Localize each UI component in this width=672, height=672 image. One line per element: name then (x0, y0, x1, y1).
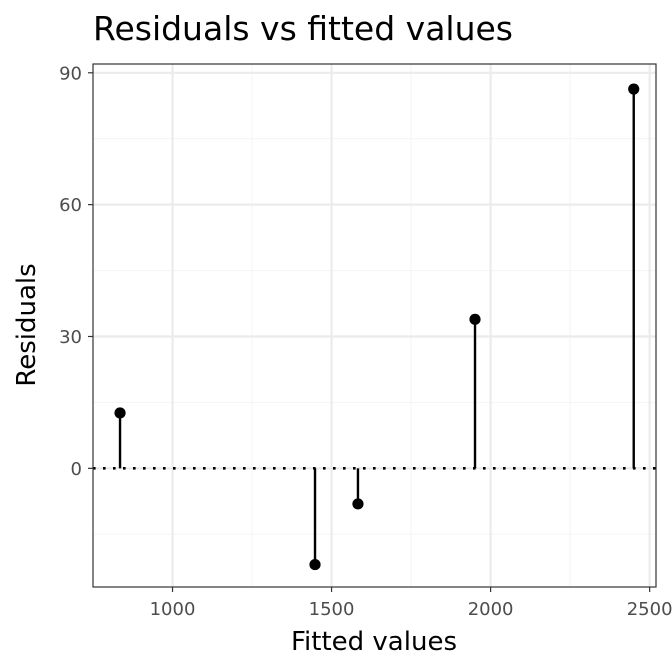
x-axis: 1000 1500 2000 2500 (150, 587, 672, 620)
x-axis-label: Fitted values (291, 627, 457, 657)
y-tick-label: 30 (59, 327, 82, 348)
grid-major (93, 64, 656, 587)
y-axis: 0 30 60 90 (59, 63, 93, 480)
data-point (352, 498, 364, 510)
y-axis-label: Residuals (12, 263, 42, 386)
data-point (628, 83, 640, 95)
data-point (114, 407, 126, 419)
chart-title: Residuals vs fitted values (93, 9, 513, 48)
x-tick-label: 1000 (150, 599, 196, 620)
data-point (309, 558, 321, 571)
x-tick-label: 1500 (309, 599, 355, 620)
residual-points (114, 83, 640, 571)
x-tick-label: 2000 (468, 599, 514, 620)
residual-stems (118, 89, 635, 565)
y-tick-label: 60 (59, 195, 82, 216)
x-tick-label: 2500 (627, 599, 672, 620)
panel-border (92, 63, 657, 588)
y-tick-label: 0 (71, 459, 82, 480)
grid-minor (92, 64, 656, 587)
y-tick-label: 90 (59, 63, 82, 84)
data-point (469, 313, 481, 325)
